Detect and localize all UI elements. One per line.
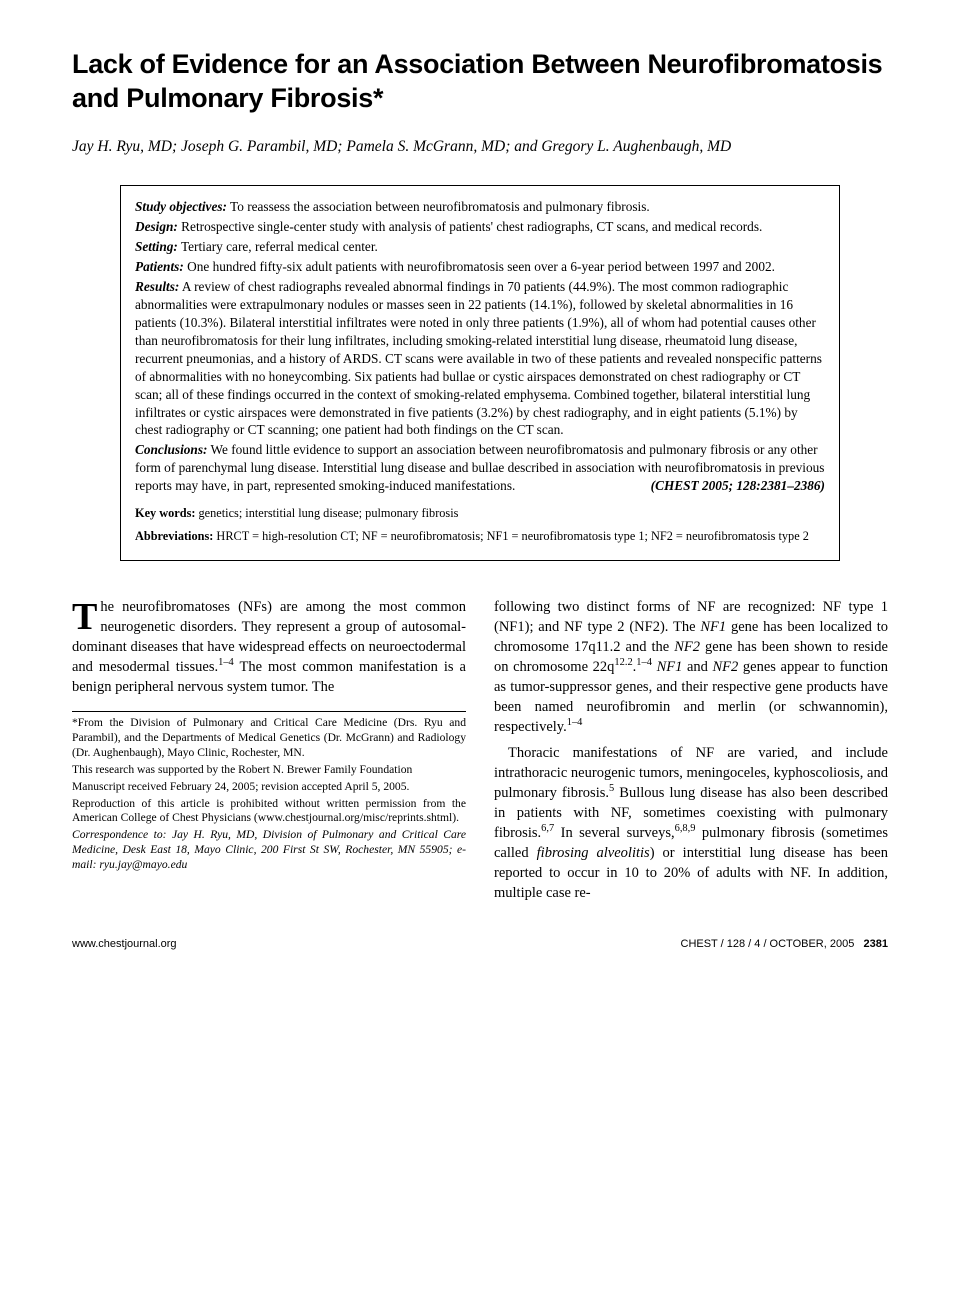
design-text: Retrospective single-center study with a… [178, 219, 762, 234]
footnote-from: *From the Division of Pulmonary and Crit… [72, 716, 466, 760]
footnote-support: This research was supported by the Rober… [72, 763, 466, 778]
abstract-citation: (CHEST 2005; 128:2381–2386) [651, 477, 825, 495]
setting-text: Tertiary care, referral medical center. [178, 239, 378, 254]
patients-label: Patients: [135, 259, 184, 274]
body-paragraph-2: following two distinct forms of NF are r… [494, 597, 888, 737]
abstract-objectives: Study objectives: To reassess the associ… [135, 198, 825, 216]
footer-right: CHEST / 128 / 4 / OCTOBER, 2005 2381 [681, 937, 889, 952]
p1-sup: 1–4 [218, 658, 234, 669]
abstract-setting: Setting: Tertiary care, referral medical… [135, 238, 825, 256]
abstract-results: Results: A review of chest radiographs r… [135, 278, 825, 439]
body-paragraph-1: The neurofibromatoses (NFs) are among th… [72, 597, 466, 697]
p3-i1: fibrosing alveolitis [537, 845, 650, 861]
abstract-box: Study objectives: To reassess the associ… [120, 185, 840, 561]
conclusions-label: Conclusions: [135, 442, 207, 457]
footnote-received: Manuscript received February 24, 2005; r… [72, 780, 466, 795]
keywords-text: genetics; interstitial lung disease; pul… [195, 506, 458, 520]
keywords-line: Key words: genetics; interstitial lung d… [135, 505, 825, 522]
body-paragraph-3: Thoracic manifestations of NF are varied… [494, 743, 888, 903]
abbrev-label: Abbreviations: [135, 529, 213, 543]
p2-i3: NF1 [657, 659, 683, 675]
design-label: Design: [135, 219, 178, 234]
footnote-correspondence: Correspondence to: Jay H. Ryu, MD, Divis… [72, 828, 466, 872]
objectives-label: Study objectives: [135, 199, 227, 214]
abstract-design: Design: Retrospective single-center stud… [135, 218, 825, 236]
article-title: Lack of Evidence for an Association Betw… [72, 48, 888, 116]
results-label: Results: [135, 279, 179, 294]
p2-sup1: 12.2 [614, 658, 632, 669]
column-left: The neurofibromatoses (NFs) are among th… [72, 597, 466, 909]
column-right: following two distinct forms of NF are r… [494, 597, 888, 909]
p2-f: and [682, 659, 712, 675]
footer-issue: CHEST / 128 / 4 / OCTOBER, 2005 [681, 938, 855, 950]
page-number: 2381 [864, 938, 888, 950]
footnotes-block: *From the Division of Pulmonary and Crit… [72, 711, 466, 872]
abstract-patients: Patients: One hundred fifty-six adult pa… [135, 258, 825, 276]
results-text: A review of chest radiographs revealed a… [135, 279, 822, 438]
abbrev-text: HRCT = high-resolution CT; NF = neurofib… [213, 529, 809, 543]
p3-sup3: 6,8,9 [675, 824, 696, 835]
body-columns: The neurofibromatoses (NFs) are among th… [72, 597, 888, 909]
p3-c: In several surveys, [554, 825, 674, 841]
keywords-label: Key words: [135, 506, 195, 520]
footnote-reproduction: Reproduction of this article is prohibit… [72, 797, 466, 827]
author-line: Jay H. Ryu, MD; Joseph G. Parambil, MD; … [72, 136, 888, 158]
abbreviations-line: Abbreviations: HRCT = high-resolution CT… [135, 528, 825, 545]
p2-sup3: 1–4 [567, 718, 583, 729]
p2-i4: NF2 [713, 659, 739, 675]
page-footer: www.chestjournal.org CHEST / 128 / 4 / O… [72, 937, 888, 952]
footer-left: www.chestjournal.org [72, 937, 177, 952]
dropcap: T [72, 597, 100, 634]
patients-text: One hundred fifty-six adult patients wit… [184, 259, 775, 274]
p2-sup2: 1–4 [636, 658, 652, 669]
objectives-text: To reassess the association between neur… [227, 199, 650, 214]
p2-i2: NF2 [674, 639, 700, 655]
p3-sup2: 6,7 [541, 824, 554, 835]
p2-i1: NF1 [700, 619, 726, 635]
setting-label: Setting: [135, 239, 178, 254]
abstract-conclusions: Conclusions: We found little evidence to… [135, 441, 825, 495]
